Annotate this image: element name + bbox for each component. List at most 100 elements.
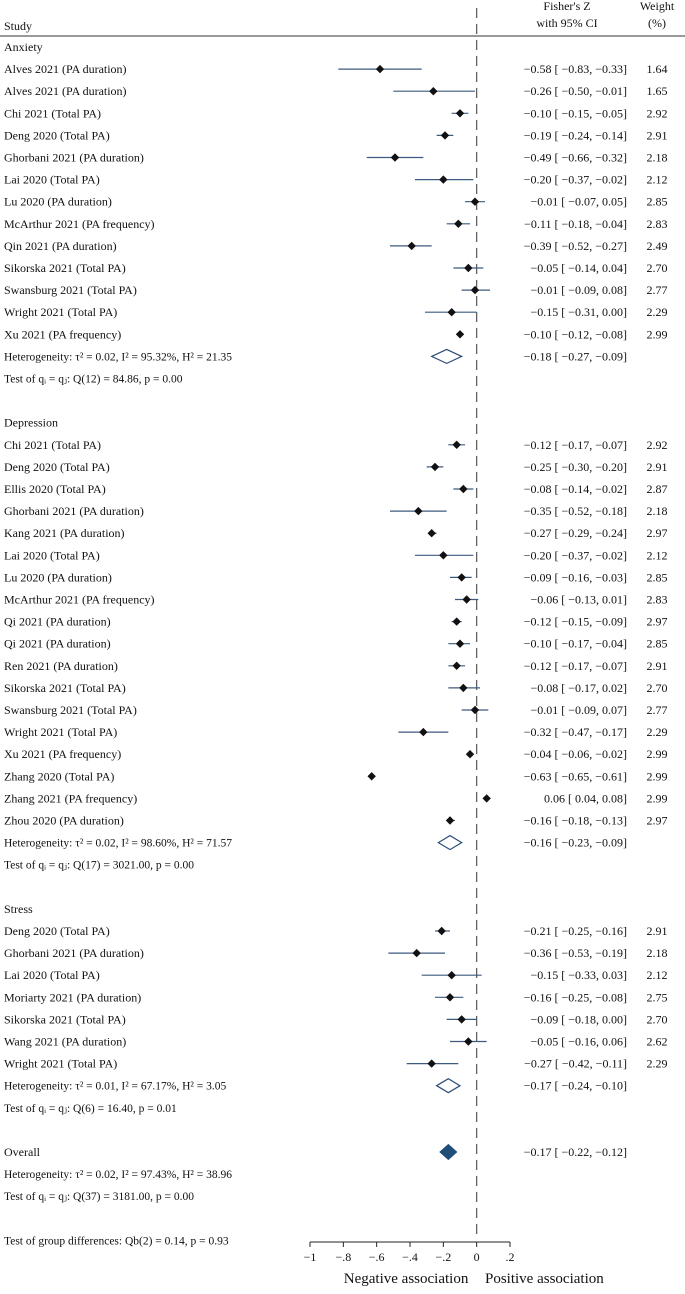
point-estimate-marker (429, 87, 438, 96)
point-estimate-marker (470, 705, 480, 715)
weight-text: 2.97 (647, 814, 668, 828)
study-label: Alves 2021 (PA duration) (4, 62, 127, 76)
study-label: Ren 2021 (PA duration) (4, 659, 118, 673)
group-label: Anxiety (4, 40, 43, 54)
study-label: McArthur 2021 (PA frequency) (4, 217, 155, 231)
weight-text: 2.62 (647, 1035, 668, 1049)
x-tick-label: −.8 (335, 1250, 351, 1264)
study-label: Qin 2021 (PA duration) (4, 239, 117, 253)
study-label: Zhang 2021 (PA frequency) (4, 791, 137, 805)
study-label: Swansburg 2021 (Total PA) (4, 283, 137, 297)
study-label: Wright 2021 (Total PA) (4, 305, 117, 319)
ci-text: −0.20 [ −0.37, −0.02] (524, 173, 627, 187)
weight-text: 2.99 (647, 791, 668, 805)
heterogeneity-label: Heterogeneity: τ² = 0.02, I² = 98.60%, H… (4, 838, 232, 850)
study-label: Ellis 2020 (Total PA) (4, 482, 106, 496)
weight-text: 2.12 (647, 968, 668, 982)
point-estimate-marker (459, 484, 468, 494)
study-label: Ghorbani 2021 (PA duration) (4, 946, 144, 960)
point-estimate-marker (447, 971, 456, 980)
study-label: Moriarty 2021 (PA duration) (4, 990, 141, 1004)
weight-text: 2.29 (647, 305, 668, 319)
ci-text: −0.17 [ −0.22, −0.12] (524, 1145, 627, 1159)
point-estimate-marker (440, 131, 450, 140)
group-label: Depression (4, 416, 58, 430)
point-estimate-marker (455, 639, 465, 648)
weight-text: 2.12 (647, 548, 668, 562)
point-estimate-marker (462, 595, 471, 604)
weight-text: 2.97 (647, 615, 668, 629)
x-axis: −1 −.8 −.6 −.4 −.2 0 .2 Negative association Pos… (304, 1241, 604, 1287)
study-label: Swansburg 2021 (Total PA) (4, 703, 137, 717)
ci-text: −0.21 [ −0.25, −0.16] (524, 924, 627, 938)
ci-text: −0.06 [ −0.13, 0.01] (530, 593, 627, 607)
x-label-negative: Negative association (344, 1271, 469, 1287)
point-estimate-marker (457, 573, 466, 582)
weight-text: 2.87 (647, 482, 668, 496)
point-estimate-marker (459, 683, 468, 693)
ci-text: −0.12 [ −0.15, −0.09] (524, 615, 627, 629)
weight-text: 2.85 (647, 195, 668, 209)
x-tick-label: −.6 (369, 1250, 385, 1264)
weight-text: 2.70 (647, 681, 668, 695)
overall-diamond (439, 1143, 458, 1161)
x-tick-label: .2 (506, 1250, 515, 1264)
ci-text: −0.27 [ −0.42, −0.11] (524, 1057, 627, 1071)
study-label: Lu 2020 (PA duration) (4, 195, 112, 209)
weight-text: 2.77 (647, 283, 668, 297)
study-label: Lai 2020 (Total PA) (4, 173, 100, 187)
weight-text: 2.99 (647, 769, 668, 783)
weight-text: 2.83 (647, 593, 668, 607)
study-label: Chi 2021 (Total PA) (4, 438, 101, 452)
weight-text: 2.85 (647, 637, 668, 651)
ci-text: −0.04 [ −0.06, −0.02] (524, 747, 627, 761)
ci-text: −0.18 [ −0.27, −0.09] (524, 349, 627, 363)
ci-text: −0.12 [ −0.17, −0.07] (524, 438, 627, 452)
test-statistic: Test of qᵢ = qⱼ: Q(37) = 3181.00, p = 0.… (4, 1191, 194, 1203)
header-weight-line1: Weight (640, 0, 675, 13)
ci-text: −0.12 [ −0.17, −0.07] (524, 659, 627, 673)
study-label: Lu 2020 (PA duration) (4, 570, 112, 584)
point-estimate-marker (437, 926, 446, 936)
point-estimate-marker (457, 1015, 466, 1024)
study-label: Qi 2021 (PA duration) (4, 637, 111, 651)
ci-text: −0.19 [ −0.24, −0.14] (524, 128, 627, 142)
weight-text: 2.99 (647, 747, 668, 761)
ci-text: −0.09 [ −0.16, −0.03] (524, 570, 627, 584)
ci-text: −0.15 [ −0.31, 0.00] (530, 305, 627, 319)
study-label: McArthur 2021 (PA frequency) (4, 593, 155, 607)
point-estimate-marker (452, 440, 461, 449)
study-label: Xu 2021 (PA frequency) (4, 327, 121, 341)
point-estimate-marker (427, 529, 436, 538)
point-estimate-marker (447, 308, 456, 317)
study-label: Zhang 2020 (Total PA) (4, 769, 114, 783)
ci-text: −0.16 [ −0.25, −0.08] (524, 990, 627, 1004)
ci-text: −0.49 [ −0.66, −0.32] (524, 151, 627, 165)
x-tick-label: 0 (474, 1250, 480, 1264)
study-label: Kang 2021 (PA duration) (4, 526, 125, 540)
weight-text: 1.64 (647, 62, 668, 76)
point-estimate-marker (464, 263, 473, 273)
ci-text: −0.63 [ −0.65, −0.61] (524, 769, 627, 783)
point-estimate-marker (465, 750, 475, 759)
ci-text: −0.16 [ −0.23, −0.09] (524, 836, 627, 850)
study-label: Deng 2020 (Total PA) (4, 128, 110, 142)
header-effect-line1: Fisher's Z (543, 0, 590, 13)
point-estimate-marker (427, 1059, 436, 1068)
weight-text: 2.12 (647, 173, 668, 187)
x-tick-label: −1 (304, 1250, 317, 1264)
ci-text: −0.36 [ −0.53, −0.19] (524, 946, 627, 960)
point-estimate-marker (412, 948, 421, 958)
point-estimate-marker (454, 219, 463, 228)
group-label: Stress (4, 902, 33, 916)
ci-text: −0.15 [ −0.33, 0.03] (530, 968, 627, 982)
ci-text: −0.27 [ −0.29, −0.24] (524, 526, 627, 540)
point-estimate-marker (407, 241, 416, 251)
subtotal-diamond (430, 348, 464, 365)
test-statistic: Heterogeneity: τ² = 0.02, I² = 97.43%, H… (4, 1169, 232, 1181)
study-label: Qi 2021 (PA duration) (4, 615, 111, 629)
header-weight-line2: (%) (648, 16, 666, 30)
study-label: Ghorbani 2021 (PA duration) (4, 504, 144, 518)
ci-text: −0.25 [ −0.30, −0.20] (524, 460, 627, 474)
